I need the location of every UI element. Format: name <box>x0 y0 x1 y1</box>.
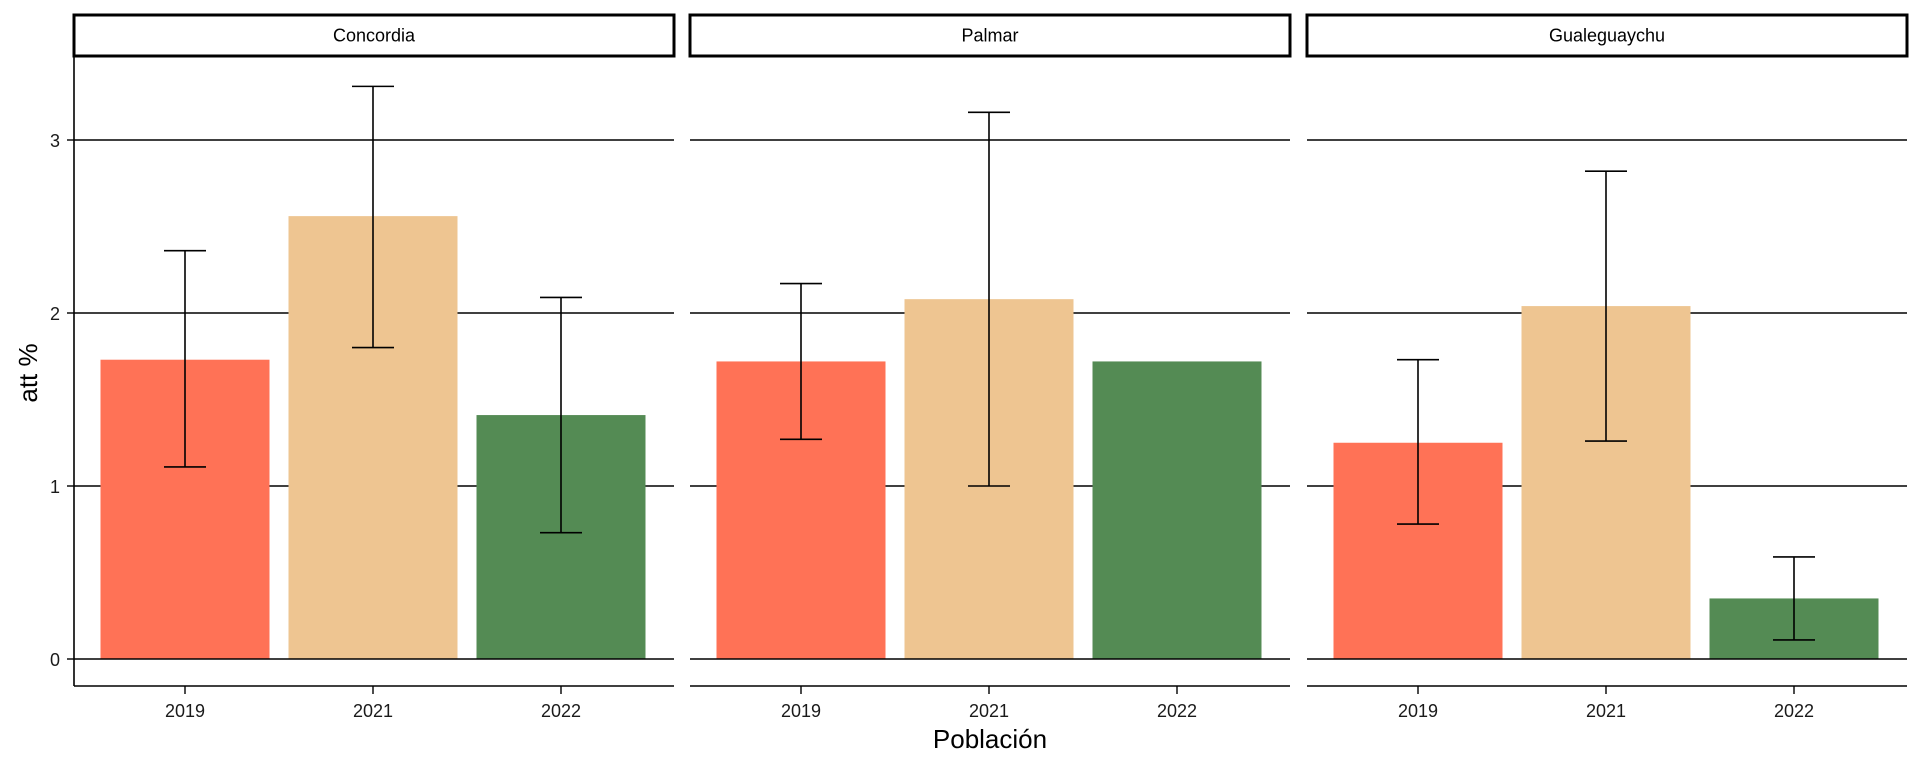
x-tick-label: 2021 <box>1586 701 1626 721</box>
y-axis: 0 1 2 3 <box>50 56 75 686</box>
facet-panel: Gualeguaychu 2019 2021 2022 <box>1305 13 1909 721</box>
y-tick-label: 1 <box>50 477 60 497</box>
x-tick-label: 2022 <box>541 701 581 721</box>
facet-strip-label: Concordia <box>333 26 416 46</box>
facet-panel: Palmar 2019 2021 2022 <box>688 13 1292 721</box>
y-tick-label: 2 <box>50 304 60 324</box>
y-tick-label: 3 <box>50 131 60 151</box>
facet-strip <box>1305 13 1909 58</box>
y-tick-label: 0 <box>50 650 60 670</box>
x-tick-label: 2021 <box>353 701 393 721</box>
y-axis-title: att % <box>13 343 43 402</box>
facet-strip <box>688 13 1292 58</box>
error-bar <box>1773 556 1815 641</box>
facet-strip <box>72 13 676 58</box>
x-tick-label: 2019 <box>781 701 821 721</box>
x-axis-title: Población <box>933 724 1047 754</box>
x-tick-label: 2022 <box>1157 701 1197 721</box>
error-bar <box>540 296 582 534</box>
error-bar <box>1585 170 1627 442</box>
facet-panel: Concordia 2019 2021 2022 <box>72 13 676 721</box>
bar-2022 <box>1092 361 1262 659</box>
x-tick-label: 2022 <box>1774 701 1814 721</box>
facet-strip-label: Palmar <box>961 26 1018 46</box>
error-bar <box>1397 358 1439 525</box>
error-bar <box>780 282 822 441</box>
x-tick-label: 2019 <box>1398 701 1438 721</box>
error-bar <box>352 85 394 349</box>
facet-strip-label: Gualeguaychu <box>1549 26 1665 46</box>
x-tick-label: 2019 <box>165 701 205 721</box>
error-bar <box>968 111 1010 487</box>
x-tick-label: 2021 <box>969 701 1009 721</box>
error-bar <box>164 249 206 468</box>
